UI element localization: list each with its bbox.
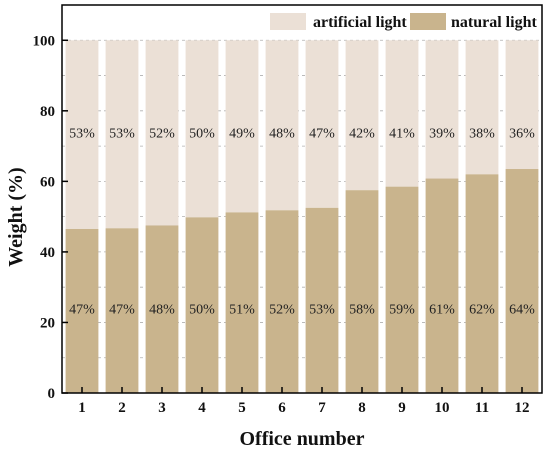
data-label-natural-light: 47% [69, 303, 95, 318]
bar-artificial-light [305, 40, 339, 208]
bar-artificial-light [505, 40, 539, 170]
data-label-artificial-light: 36% [509, 126, 535, 141]
y-tick-label: 0 [48, 386, 56, 402]
bar-natural-light [145, 225, 179, 393]
data-label-artificial-light: 41% [389, 126, 415, 141]
x-tick-label: 2 [118, 400, 126, 416]
bar-artificial-light [225, 40, 259, 213]
y-tick-label: 80 [40, 104, 55, 120]
bar-natural-light [225, 212, 259, 393]
x-tick-label: 3 [158, 400, 166, 416]
legend-swatch [270, 13, 306, 30]
x-tick-label: 9 [398, 400, 406, 416]
x-tick-label: 12 [515, 400, 530, 416]
bar-artificial-light [385, 40, 419, 187]
y-tick-label: 40 [40, 245, 55, 261]
data-label-natural-light: 48% [149, 303, 175, 318]
legend: artificial light natural light [270, 13, 537, 31]
data-label-natural-light: 59% [389, 303, 415, 318]
bar-artificial-light [265, 40, 299, 211]
bar-artificial-light [425, 40, 459, 179]
data-label-natural-light: 52% [269, 303, 295, 318]
x-tick-label: 6 [278, 400, 286, 416]
bar-artificial-light [65, 40, 99, 229]
data-label-artificial-light: 49% [229, 126, 255, 141]
bar-natural-light [465, 174, 499, 393]
data-label-natural-light: 62% [469, 303, 495, 318]
x-tick-label: 10 [435, 400, 450, 416]
data-label-natural-light: 50% [189, 303, 215, 318]
bar-natural-light [105, 228, 139, 393]
data-label-artificial-light: 52% [149, 126, 175, 141]
data-label-artificial-light: 42% [349, 126, 375, 141]
bar-artificial-light [185, 40, 219, 218]
data-label-artificial-light: 38% [469, 126, 495, 141]
y-tick-label: 100 [33, 33, 56, 49]
x-tick-label: 5 [238, 400, 246, 416]
x-tick-label: 11 [475, 400, 489, 416]
x-tick-label: 1 [78, 400, 86, 416]
x-axis-title: Office number [240, 428, 365, 450]
bar-artificial-light [145, 40, 179, 226]
data-labels: 47% 53% 47% 53% 48% 52% 50% 50% 51% 49% 52% 48% 53% 4… [69, 126, 535, 317]
legend-label: artificial light [313, 14, 407, 31]
data-label-artificial-light: 39% [429, 126, 455, 141]
data-label-natural-light: 58% [349, 303, 375, 318]
y-tick-label: 60 [40, 174, 55, 190]
legend-swatch [410, 13, 446, 30]
bar-natural-light [305, 207, 339, 393]
x-tick-label: 4 [198, 400, 206, 416]
data-label-artificial-light: 47% [309, 126, 335, 141]
bar-artificial-light [105, 40, 139, 229]
grid-lines [62, 39, 542, 359]
data-label-natural-light: 61% [429, 303, 455, 318]
bar-artificial-light [465, 40, 499, 175]
y-tick-label: 20 [40, 315, 55, 331]
bar-natural-light [265, 210, 299, 393]
data-label-artificial-light: 50% [189, 126, 215, 141]
bar-natural-light [425, 178, 459, 393]
bars [65, 40, 539, 393]
bar-natural-light [345, 190, 379, 393]
bar-natural-light [505, 169, 539, 393]
data-label-artificial-light: 53% [69, 126, 95, 141]
plot-frame [61, 4, 543, 394]
data-label-artificial-light: 53% [109, 126, 135, 141]
x-tick-label: 8 [358, 400, 366, 416]
data-label-natural-light: 51% [229, 303, 255, 318]
data-label-natural-light: 47% [109, 303, 135, 318]
bar-natural-light [385, 186, 419, 393]
y-axis-title: Weight (%) [5, 167, 27, 266]
bar-artificial-light [345, 40, 379, 191]
data-label-natural-light: 53% [309, 303, 335, 318]
bar-natural-light [185, 217, 219, 393]
legend-label: natural light [451, 14, 537, 31]
data-label-artificial-light: 48% [269, 126, 295, 141]
data-label-natural-light: 64% [509, 303, 535, 318]
x-tick-label: 7 [318, 400, 326, 416]
bar-natural-light [65, 228, 99, 393]
